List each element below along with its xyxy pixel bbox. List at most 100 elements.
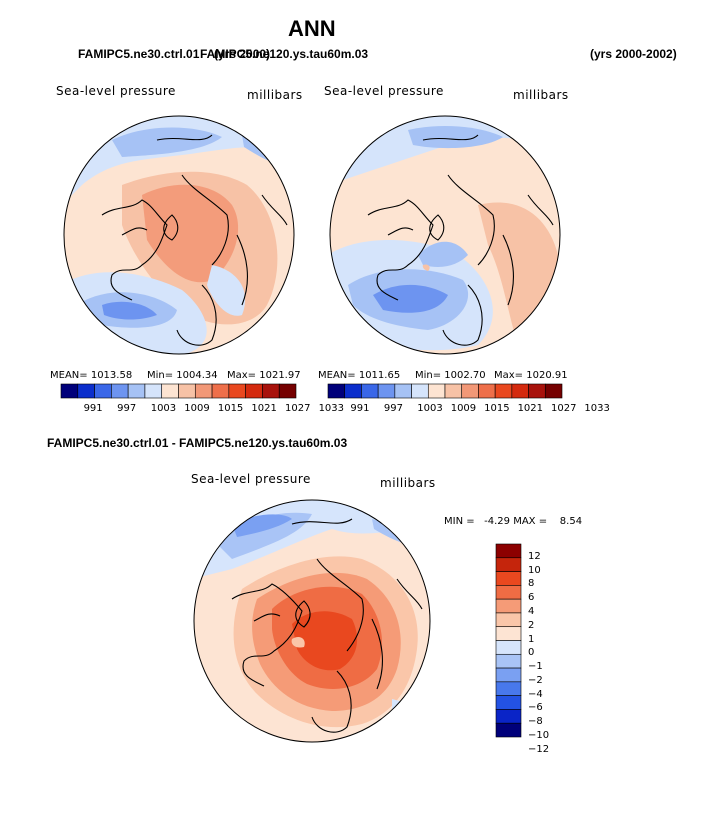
left-min: Min= 1004.34 — [147, 370, 218, 381]
colorbar-swatch — [278, 383, 297, 399]
colorbar-swatch — [495, 626, 522, 641]
colorbar-swatch — [377, 383, 396, 399]
left-colorbar — [60, 383, 297, 399]
colorbar-swatch — [194, 383, 213, 399]
colorbar-tick-label: 12 — [528, 550, 541, 562]
colorbar-tick-label: 0 — [528, 647, 535, 659]
right-colorbar — [327, 383, 563, 399]
colorbar-tick-label: −6 — [528, 702, 543, 714]
colorbar-swatch — [495, 640, 522, 655]
right-max: Max= 1020.91 — [494, 370, 568, 381]
colorbar-swatch — [394, 383, 412, 399]
left-variable-label: Sea-level pressure — [56, 84, 176, 98]
colorbar-tick-label: 1027 — [285, 403, 311, 414]
colorbar-tick-label: −1 — [528, 661, 543, 673]
diff-colorbar — [495, 543, 522, 738]
right-mean: MEAN= 1011.65 — [318, 370, 401, 381]
right-min: Min= 1002.70 — [415, 370, 486, 381]
colorbar-tick-label: 1027 — [551, 403, 577, 414]
colorbar-tick-label: −12 — [528, 743, 550, 755]
colorbar-swatch — [262, 383, 280, 399]
colorbar-tick-label: −8 — [528, 716, 543, 728]
left-mean: MEAN= 1013.58 — [50, 370, 133, 381]
left-case-title: FAMIPC5.ne30.ctrl.01 — [78, 47, 200, 61]
colorbar-swatch — [495, 557, 522, 572]
colorbar-tick-label: 997 — [383, 403, 403, 414]
left-max: Max= 1021.97 — [227, 370, 301, 381]
colorbar-tick-label: 1015 — [217, 403, 244, 414]
colorbar-swatch — [144, 383, 163, 399]
right-units-label: millibars — [513, 88, 569, 102]
colorbar-tick-label: 1003 — [417, 403, 443, 414]
colorbar-swatch — [77, 383, 95, 399]
diff-polar-map — [193, 499, 431, 743]
colorbar-swatch — [228, 383, 246, 399]
colorbar-swatch — [495, 695, 522, 710]
colorbar-swatch — [60, 383, 79, 399]
colorbar-swatch — [495, 722, 522, 738]
colorbar-swatch — [327, 383, 346, 399]
left-polar-map — [63, 115, 295, 355]
colorbar-swatch — [461, 383, 479, 399]
right-variable-label: Sea-level pressure — [324, 84, 444, 98]
colorbar-tick-label: 1009 — [450, 403, 477, 414]
colorbar-tick-label: −4 — [528, 688, 543, 700]
colorbar-swatch — [495, 571, 522, 586]
page-title: ANN — [288, 16, 336, 41]
colorbar-tick-label: 991 — [350, 403, 370, 414]
colorbar-swatch — [494, 383, 513, 399]
colorbar-tick-label: 1 — [528, 633, 535, 645]
colorbar-tick-label: 1009 — [184, 403, 210, 414]
colorbar-tick-label: 6 — [528, 592, 535, 604]
colorbar-swatch — [94, 383, 112, 399]
left-colorbar-ticks: 991 997 1003 1009 1015 1021 1027 1033 — [61, 403, 344, 417]
right-colorbar-ticks: 991 997 1003 1009 1015 1021 1027 1033 — [328, 403, 609, 417]
colorbar-swatch — [495, 585, 522, 600]
diff-title: FAMIPC5.ne30.ctrl.01 - FAMIPC5.ne120.ys.… — [47, 436, 348, 450]
colorbar-tick-label: 1033 — [318, 403, 345, 414]
colorbar-tick-label: −2 — [528, 674, 543, 686]
right-case-title: FAMIPC5.ne120.ys.tau60m.03 — [200, 47, 369, 61]
colorbar-swatch — [161, 383, 179, 399]
colorbar-swatch — [495, 709, 522, 724]
colorbar-tick-label: 991 — [83, 403, 103, 414]
diff-minmax: MIN = -4.29 MAX = 8.54 — [444, 516, 583, 527]
colorbar-tick-label: 997 — [117, 403, 137, 414]
colorbar-swatch — [495, 653, 522, 669]
colorbar-tick-label: 10 — [528, 564, 541, 576]
diff-colorbar-ticks: 12 10 8 6 4 2 1 0 −1 −2 −4 −6 −8 −10 −12 — [528, 544, 568, 755]
left-years: (yrs 2000) — [214, 47, 271, 61]
colorbar-swatch — [495, 612, 522, 628]
left-units-label: millibars — [247, 88, 303, 102]
colorbar-tick-label: 1015 — [484, 403, 510, 414]
diff-units-label: millibars — [380, 476, 436, 490]
colorbar-swatch — [528, 383, 546, 399]
colorbar-tick-label: −10 — [528, 730, 550, 741]
colorbar-swatch — [495, 667, 522, 683]
colorbar-swatch — [444, 383, 463, 399]
colorbar-swatch — [495, 681, 522, 696]
colorbar-swatch — [411, 383, 429, 399]
colorbar-swatch — [178, 383, 196, 399]
diff-variable-label: Sea-level pressure — [191, 472, 311, 486]
colorbar-swatch — [495, 543, 522, 559]
colorbar-tick-label: 1033 — [584, 403, 610, 414]
colorbar-swatch — [344, 383, 362, 399]
colorbar-tick-label: 4 — [528, 605, 535, 617]
colorbar-tick-label: 1021 — [517, 403, 544, 414]
colorbar-swatch — [544, 383, 563, 399]
colorbar-swatch — [495, 598, 522, 614]
colorbar-swatch — [127, 383, 146, 399]
right-polar-map — [329, 115, 561, 355]
colorbar-tick-label: 1021 — [251, 403, 277, 414]
colorbar-swatch — [511, 383, 529, 399]
colorbar-swatch — [211, 383, 230, 399]
colorbar-tick-label: 8 — [528, 578, 535, 590]
colorbar-tick-label: 2 — [528, 619, 535, 631]
colorbar-swatch — [427, 383, 446, 399]
colorbar-swatch — [111, 383, 129, 399]
colorbar-swatch — [478, 383, 496, 399]
colorbar-swatch — [245, 383, 263, 399]
right-years: (yrs 2000-2002) — [590, 47, 677, 61]
colorbar-tick-label: 1003 — [150, 403, 177, 414]
